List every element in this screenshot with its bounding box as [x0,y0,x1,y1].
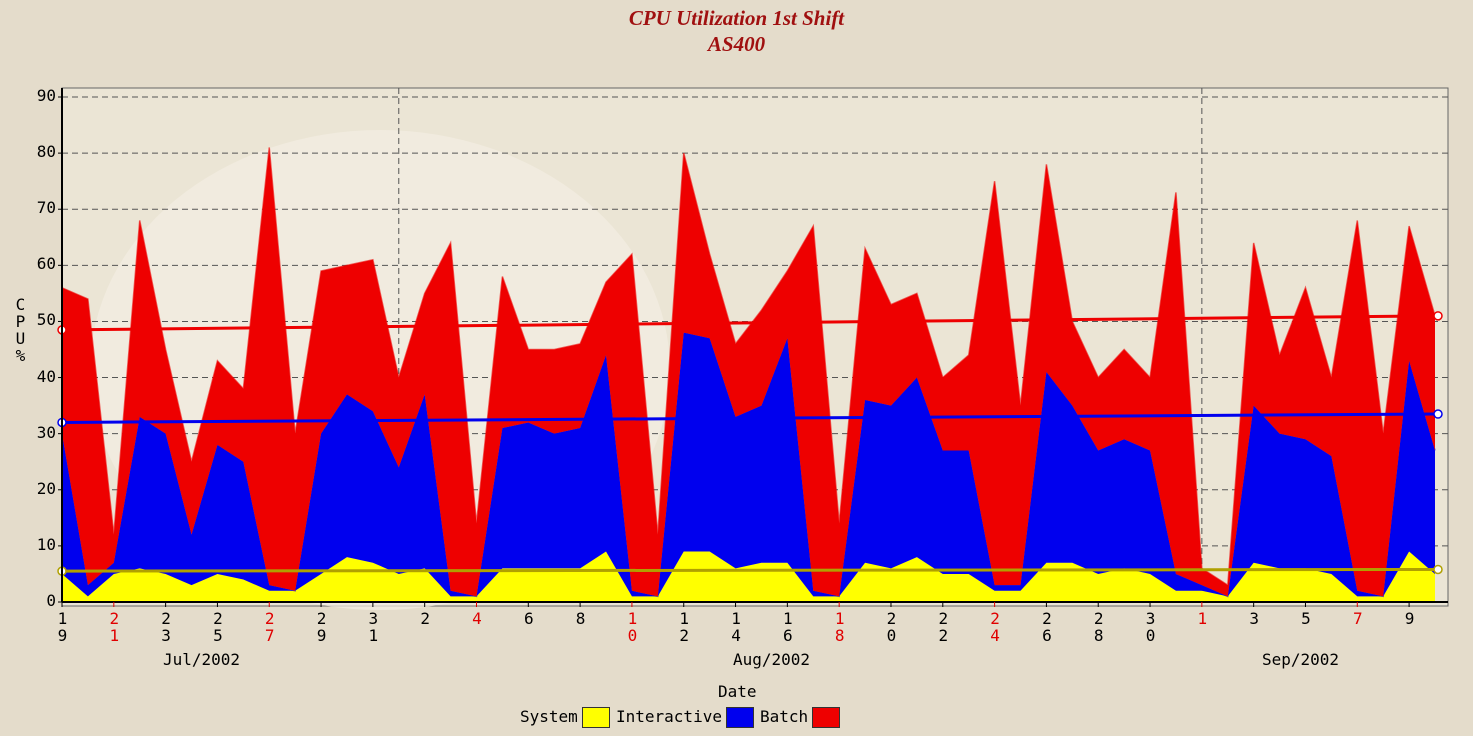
x-tick-label: 7 [1349,609,1365,626]
page: {"chart_data": { "type": "stacked_area",… [0,0,1473,736]
y-tick-label: 30 [26,425,56,441]
x-tick-label: 12 [676,609,692,643]
x-tick-label: 16 [779,609,795,643]
trend-line [62,569,1438,571]
x-tick-label: 5 [1297,609,1313,626]
legend-swatch [726,707,754,728]
y-tick-label: 40 [26,369,56,385]
y-axis-label: CPU% [12,295,28,363]
x-tick-label: 23 [158,609,174,643]
chart-subtitle: AS400 [0,34,1473,55]
x-tick-label: 30 [1142,609,1158,643]
legend-swatch [812,707,840,728]
x-tick-label: 20 [883,609,899,643]
x-tick-label: 26 [1038,609,1054,643]
x-tick-label: 3 [1246,609,1262,626]
trend-marker [1434,565,1442,573]
month-label: Sep/2002 [1262,652,1339,668]
x-tick-label: 1 [1194,609,1210,626]
x-tick-label: 28 [1090,609,1106,643]
x-tick-label: 6 [520,609,536,626]
x-tick-label: 21 [106,609,122,643]
month-label: Jul/2002 [163,652,240,668]
legend-label: Batch [760,709,808,725]
x-tick-label: 2 [417,609,433,626]
y-tick-label: 70 [26,200,56,216]
x-tick-label: 31 [365,609,381,643]
legend-swatch [582,707,610,728]
x-tick-label: 25 [209,609,225,643]
y-tick-label: 80 [26,144,56,160]
trend-marker [1434,312,1442,320]
y-tick-label: 0 [26,593,56,609]
x-tick-label: 9 [1401,609,1417,626]
x-tick-label: 14 [728,609,744,643]
y-tick-label: 90 [26,88,56,104]
x-tick-label: 24 [987,609,1003,643]
x-tick-label: 19 [54,609,70,643]
chart-title: CPU Utilization 1st Shift [0,8,1473,29]
x-axis-label: Date [718,684,757,700]
x-tick-label: 29 [313,609,329,643]
x-tick-label: 22 [935,609,951,643]
month-label: Aug/2002 [733,652,810,668]
x-tick-label: 4 [468,609,484,626]
x-tick-label: 10 [624,609,640,643]
y-tick-label: 60 [26,256,56,272]
y-tick-label: 20 [26,481,56,497]
x-tick-label: 18 [831,609,847,643]
x-tick-label: 8 [572,609,588,626]
y-tick-label: 50 [26,312,56,328]
x-tick-label: 27 [261,609,277,643]
trend-marker [1434,410,1442,418]
legend-label: Interactive [616,709,722,725]
legend-label: System [520,709,578,725]
y-tick-label: 10 [26,537,56,553]
